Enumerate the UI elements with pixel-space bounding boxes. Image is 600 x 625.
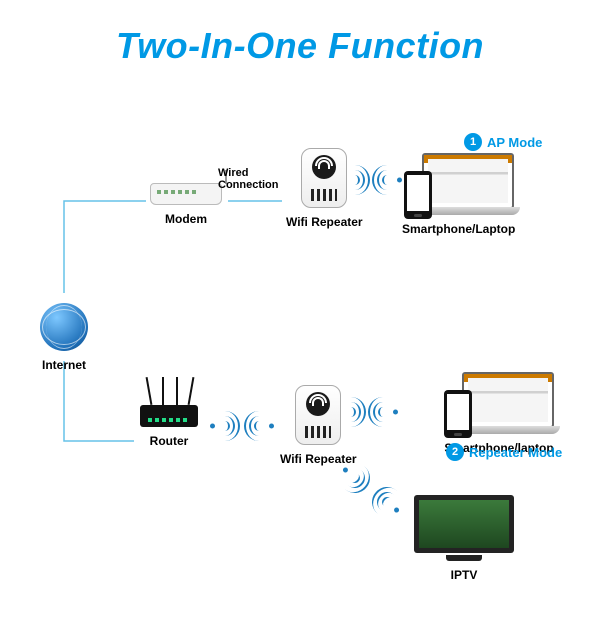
badge-number-icon: 2 <box>446 443 464 461</box>
node-label: IPTV <box>414 568 514 582</box>
wifi-icon <box>244 411 274 441</box>
badge-label: Repeater Mode <box>469 445 562 460</box>
globe-icon <box>40 303 88 351</box>
laptop-phone-icon <box>404 153 514 215</box>
node-label: Modem <box>150 212 222 226</box>
node-label: Smartphone/Laptop <box>402 222 515 236</box>
router-icon <box>140 405 198 427</box>
repeater-icon <box>301 148 347 208</box>
ap-mode-badge: 1 AP Mode <box>464 133 542 151</box>
wifi-icon <box>372 165 402 195</box>
internet-node: Internet <box>40 303 88 372</box>
laptop-phone-icon <box>444 372 554 434</box>
modem-icon <box>150 183 222 205</box>
wifi-icon <box>368 397 398 427</box>
repeater-mode-badge: 2 Repeater Mode <box>446 443 562 461</box>
iptv-node: IPTV <box>414 495 514 582</box>
router-node: Router <box>140 405 198 448</box>
repeater-node: Wifi Repeater <box>280 385 357 466</box>
badge-number-icon: 1 <box>464 133 482 151</box>
node-label: Internet <box>40 358 88 372</box>
repeater-node: Wifi Repeater <box>286 148 363 229</box>
node-label: Wifi Repeater <box>280 452 357 466</box>
node-label: Wifi Repeater <box>286 215 363 229</box>
devices-node: Smartphone/Laptop <box>402 153 515 236</box>
node-label: Router <box>140 434 198 448</box>
network-diagram: Internet Modem WiredConnection Wifi Repe… <box>0 25 600 625</box>
wired-connection-label: WiredConnection <box>218 167 279 191</box>
wifi-icon <box>210 411 240 441</box>
repeater-icon <box>295 385 341 445</box>
wifi-icon <box>366 481 408 523</box>
tv-icon <box>414 495 514 553</box>
modem-node: Modem <box>150 183 222 226</box>
badge-label: AP Mode <box>487 135 542 150</box>
